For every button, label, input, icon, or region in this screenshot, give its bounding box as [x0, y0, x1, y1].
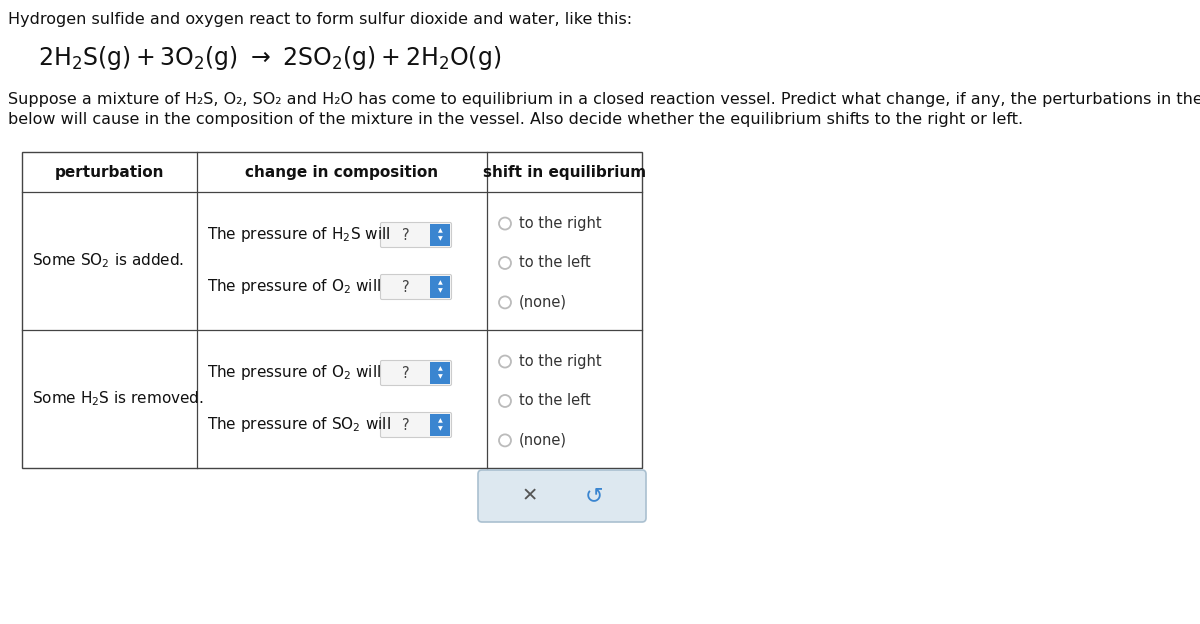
Bar [22, 152, 642, 468]
Text: perturbation: perturbation [55, 165, 164, 180]
Text: The pressure of $\mathdefault{H_2S}$ will: The pressure of $\mathdefault{H_2S}$ wil… [208, 225, 390, 245]
Bar [430, 224, 450, 246]
Text: ▼: ▼ [438, 236, 443, 241]
Bar [430, 276, 450, 298]
Text: ▲: ▲ [438, 419, 443, 424]
Text: (none): (none) [520, 295, 568, 310]
Text: ▼: ▼ [438, 374, 443, 379]
Text: (none): (none) [520, 433, 568, 448]
Text: change in composition: change in composition [246, 165, 438, 180]
Text: Some $\mathdefault{H_2S}$ is removed.: Some $\mathdefault{H_2S}$ is removed. [32, 389, 204, 408]
Text: to the right: to the right [520, 354, 601, 369]
Text: ▲: ▲ [438, 366, 443, 371]
Text: ?: ? [402, 228, 410, 243]
Text: Hydrogen sulfide and oxygen react to form sulfur dioxide and water, like this:: Hydrogen sulfide and oxygen react to for… [8, 12, 632, 27]
Text: $\mathdefault{2H_2S(g)+3O_2(g)\ \rightarrow\ 2SO_2(g)+2H_2O(g)}$: $\mathdefault{2H_2S(g)+3O_2(g)\ \rightar… [38, 44, 502, 72]
Text: ?: ? [402, 417, 410, 432]
FancyBboxPatch shape [380, 275, 451, 300]
Text: ▼: ▼ [438, 426, 443, 432]
Bar [430, 414, 450, 436]
Text: ▲: ▲ [438, 281, 443, 286]
Text: The pressure of $\mathdefault{O_2}$ will: The pressure of $\mathdefault{O_2}$ will [208, 278, 382, 296]
Text: ▲: ▲ [438, 228, 443, 233]
Text: below will cause in the composition of the mixture in the vessel. Also decide wh: below will cause in the composition of t… [8, 112, 1024, 127]
Text: ?: ? [402, 366, 410, 381]
Bar [430, 362, 450, 384]
Text: The pressure of $\mathdefault{SO_2}$ will: The pressure of $\mathdefault{SO_2}$ wil… [208, 416, 391, 434]
Text: ✕: ✕ [522, 487, 538, 505]
Text: Some $\mathdefault{SO_2}$ is added.: Some $\mathdefault{SO_2}$ is added. [32, 251, 184, 270]
Text: The pressure of $\mathdefault{O_2}$ will: The pressure of $\mathdefault{O_2}$ will [208, 364, 382, 383]
FancyBboxPatch shape [478, 470, 646, 522]
Text: Suppose a mixture of H₂S, O₂, SO₂ and H₂O has come to equilibrium in a closed re: Suppose a mixture of H₂S, O₂, SO₂ and H₂… [8, 92, 1200, 107]
Text: ↺: ↺ [584, 486, 604, 506]
Text: to the right: to the right [520, 216, 601, 231]
Text: to the left: to the left [520, 255, 590, 270]
FancyBboxPatch shape [380, 223, 451, 248]
FancyBboxPatch shape [380, 412, 451, 437]
Text: to the left: to the left [520, 394, 590, 409]
Text: ?: ? [402, 280, 410, 295]
FancyBboxPatch shape [380, 361, 451, 386]
Text: shift in equilibrium: shift in equilibrium [482, 165, 646, 180]
Text: ▼: ▼ [438, 288, 443, 293]
